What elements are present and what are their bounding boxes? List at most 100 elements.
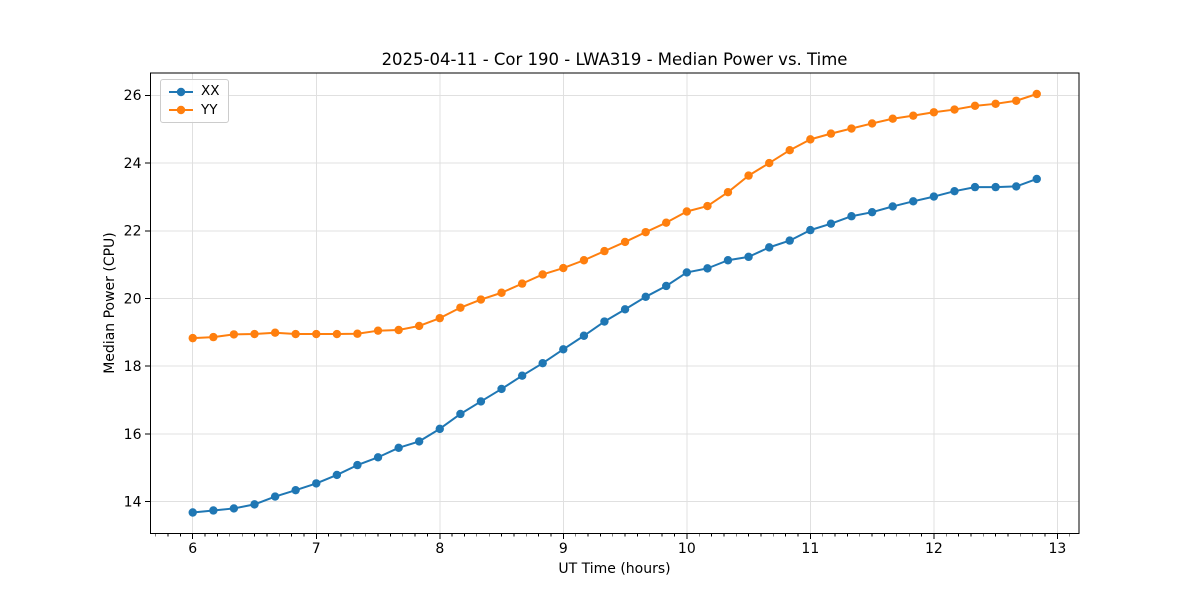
data-point-marker [497,384,506,394]
data-point-marker [250,329,259,339]
data-point-marker [970,182,980,192]
x-tick-label: 7 [312,541,321,557]
gridlines [150,73,1079,534]
data-point-marker [579,256,589,265]
data-point-marker [600,246,609,256]
data-point-marker [620,305,630,314]
data-point-marker [1012,96,1021,105]
data-point-marker [682,268,692,277]
data-point-marker [703,264,712,273]
series-xx-line [191,177,1038,514]
data-point-marker [517,279,527,288]
data-point-marker [1032,89,1041,99]
data-point-marker [209,332,218,342]
data-point-marker [373,326,383,335]
data-point-marker [270,328,280,337]
data-point-marker [847,124,856,133]
data-point-marker [785,146,794,155]
data-point-marker [291,329,300,339]
data-point-marker [662,281,671,291]
data-point-marker [991,182,1000,192]
data-point-marker [456,303,465,312]
data-point-marker [188,333,197,343]
y-tick-label: 20 [124,291,142,307]
y-axis-ticks: 14 16 18 20 22 24 26 [124,88,151,510]
data-point-marker [929,108,939,117]
x-axis-ticks: 6 7 8 9 10 11 12 13 [188,533,1066,557]
y-tick-label: 26 [124,88,142,104]
series-yy-markers [188,89,1041,343]
data-point-marker [723,256,733,265]
data-point-marker [723,187,733,197]
x-tick-label: 11 [801,541,819,557]
data-point-marker [229,330,239,339]
data-point-marker [703,201,712,211]
data-point-marker [373,453,383,462]
data-point-marker [744,252,753,262]
data-point-marker [312,479,321,488]
data-point-marker [250,500,259,509]
data-point-marker [332,329,342,339]
data-point-marker [538,270,547,279]
data-point-marker [270,492,280,501]
data-point-marker [353,329,362,338]
data-point-marker [888,114,897,123]
data-point-marker [559,263,568,273]
data-point-marker [641,292,650,302]
data-point-marker [332,470,342,480]
data-point-marker [929,192,939,201]
legend-item-yy: YY [168,101,222,119]
data-point-marker [394,443,403,453]
data-point-marker [435,424,444,434]
legend-label-xx: XX [201,82,220,99]
plot-border [150,72,1080,534]
legend-label-yy: YY [201,101,218,118]
data-point-marker [867,207,877,217]
data-point-marker [476,397,486,406]
data-point-marker [662,218,671,227]
data-point-marker [991,99,1000,109]
data-point-marker [888,202,897,211]
x-tick-label: 12 [925,541,943,557]
data-point-marker [950,105,959,114]
y-axis-label: Median Power (CPU) [102,232,118,374]
data-point-marker [229,504,239,513]
data-point-marker [517,371,527,380]
data-point-marker [600,317,609,326]
data-point-marker [414,321,424,331]
data-point-marker [312,329,321,339]
x-tick-label: 9 [559,541,568,557]
data-point-marker [188,508,197,517]
data-point-marker [970,101,980,111]
data-point-marker [806,225,815,235]
y-tick-label: 16 [124,427,142,443]
data-point-marker [1012,182,1021,191]
data-point-marker [847,212,856,221]
data-point-marker [950,186,959,196]
x-tick-label: 8 [435,541,444,557]
data-point-marker [641,227,650,237]
data-point-marker [806,135,815,144]
data-point-marker [538,358,547,368]
data-point-marker [826,129,836,138]
data-point-marker [414,437,424,446]
x-tick-label: 6 [188,541,197,557]
data-point-marker [867,119,877,128]
data-point-marker [209,506,218,515]
legend: XX YY [160,79,229,123]
data-point-marker [765,243,774,252]
data-point-marker [765,158,774,168]
series-xx-markers [188,174,1041,517]
data-point-marker [826,219,836,228]
legend-item-xx: XX [168,83,222,101]
x-axis-minor-ticks [155,533,1071,537]
data-point-marker [435,313,444,323]
data-point-marker [682,207,692,216]
chart-title: 2025-04-11 - Cor 190 - LWA319 - Median P… [381,50,848,69]
x-tick-label: 13 [1048,541,1066,557]
data-point-marker [744,171,753,180]
data-point-marker [579,331,589,340]
data-point-marker [1032,174,1041,184]
